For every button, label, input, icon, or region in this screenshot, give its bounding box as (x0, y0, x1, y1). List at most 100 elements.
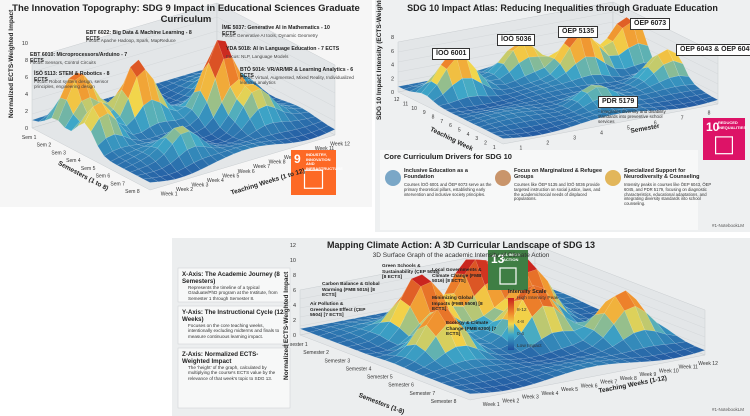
driver-text: Courses like ÖEP 5135 and İOÖ 5036 provi… (514, 182, 601, 202)
x-tick-label: 2 (484, 141, 487, 147)
annotation-focus: Focus: Apache Hadoop, Spark, MapReduce (86, 38, 176, 43)
annotation-course: BTÖ 5014: VR/AR/MR & Learning Analytics … (240, 67, 354, 79)
surface-cell (620, 357, 641, 363)
annotation-course: İSÖ 5113: STEM & Robotics - 8 ECTS (34, 71, 110, 83)
y-tick-label: Week 9 (639, 372, 656, 378)
peak-label: ÖEP 6043 & ÖEP 6045 (676, 44, 750, 57)
peak-label: Ecology & Climate Change (FMB 6300) [7 E… (446, 321, 497, 338)
annotation-course: YDA 5018: AI in Language Education - 7 E… (226, 46, 340, 52)
y-tick-label: Week 6 (238, 169, 255, 175)
z-tick-label: 2 (293, 318, 296, 324)
x-tick-label: Sem 2 (37, 143, 52, 149)
peak-label: Air Pollution & Greenhouse Effect (ÇEP 5… (310, 302, 366, 319)
y-tick-label: Week 8 (620, 376, 637, 382)
x-tick-label: Semester 3 (325, 358, 351, 364)
panel-subtitle: 3D Surface Graph of the academic Intensi… (372, 252, 550, 259)
sdg-label: CLIMATE ACTION (503, 252, 521, 262)
x-tick-label: Semester 8 (431, 399, 457, 405)
driver-icon (385, 170, 401, 186)
explainer-text: Represents the timeline of a typical Gra… (188, 285, 278, 301)
y-tick-label: Week 5 (222, 173, 239, 179)
y-tick-label: Week 2 (502, 398, 519, 404)
peak-label: İOÖ 6001 (432, 48, 471, 61)
driver-text: Courses İOÖ 6001 and ÖEP 6073 serve as t… (404, 182, 492, 197)
driver-icon (605, 170, 621, 186)
y-tick-label: Week 1 (161, 192, 178, 198)
y-tick-label: Week 3 (192, 183, 209, 189)
surface-cell (502, 382, 524, 390)
sdg-number: 13 (491, 252, 505, 266)
surface-cell (260, 140, 277, 146)
z-tick-label: 4 (391, 63, 394, 69)
y-tick-label: Week 11 (315, 146, 334, 152)
driver-title: Inclusive Education as a Foundation (404, 168, 468, 181)
surface-cell (524, 376, 546, 385)
x-tick-label: 1 (493, 145, 496, 151)
x-tick-label: 9 (423, 110, 426, 116)
x-tick-label: Semester 4 (346, 366, 372, 372)
legend-bar (508, 298, 514, 350)
surface-cell (210, 153, 227, 162)
peak-label: Carbon Balance & Global Warming (FMB 501… (322, 282, 380, 299)
x-tick-label: 8 (432, 115, 435, 121)
driver-title: Focus on Marginalized & Refugee Groups (514, 168, 603, 181)
z-tick-label: 6 (25, 75, 28, 81)
z-tick-label: 6 (293, 288, 296, 294)
peak-label: ÖEP 6073 (630, 18, 671, 31)
panel-title: SDG 10 Impact Atlas: Reducing Inequaliti… (407, 3, 718, 13)
z-tick-label: 10 (290, 258, 296, 264)
legend-label: 0-4 (517, 332, 524, 337)
x-tick-label: Sem 5 (81, 166, 96, 172)
z-tick-label: 0 (391, 90, 394, 96)
z-tick-label: 8 (391, 35, 394, 41)
x-tick-label: Sem 7 (110, 181, 125, 187)
x-tick-label: Sem 1 (22, 135, 37, 141)
y-tick-label: Week 7 (253, 164, 270, 170)
peak-label: Green Schools & Sustainability (ÇEP 5045… (382, 264, 440, 281)
explainer-title: Y-Axis: The Instructional Cycle (12 Week… (182, 309, 284, 324)
drivers-heading: Core Curriculum Drivers for SDG 10 (384, 152, 512, 161)
legend-label: Low Impact (517, 344, 542, 349)
surface-cell (496, 134, 514, 139)
x-tick-label: 4 (467, 132, 470, 138)
x-tick-label: Sem 3 (51, 150, 66, 156)
surface-cell (269, 139, 285, 145)
x-tick-label: 10 (411, 106, 417, 112)
annotation-focus: Focus: Virtual, Augmented, Mixed Reality… (240, 75, 354, 86)
legend-title: Intensity Scale (508, 289, 547, 295)
explainer-title: Z-Axis: Normalized ECTS-Weighted Impact (182, 351, 259, 366)
x-tick-label: 3 (475, 136, 478, 142)
y-tick-label: Week 7 (600, 380, 617, 386)
surface-cell (176, 167, 193, 177)
peak-label: Minimizing Global Impacts (FMB 5508) [8 … (432, 296, 483, 313)
sdg-number: 10 (706, 120, 720, 134)
driver-text: Intensity peaks in courses like ÖEP 6043… (624, 182, 712, 207)
surface-cell (566, 364, 589, 371)
x-tick-label: Sem 8 (125, 189, 140, 195)
sdg-number: 9 (294, 152, 301, 166)
footer: #1-NotebookLM (712, 407, 745, 412)
y-tick-label: Week 6 (581, 383, 598, 389)
z-tick-label: 8 (293, 273, 296, 279)
explainer-box (177, 267, 291, 303)
peak-label: PDR 5179 (598, 96, 639, 109)
y-tick-label: Week 12 (698, 361, 718, 367)
surface-cell (556, 367, 578, 374)
sdg-icon (499, 267, 517, 285)
driver-title: Specialized Support for Neurodiversity &… (624, 168, 700, 181)
z-tick-label: 0 (25, 126, 28, 132)
legend-label: High Intensity Peak (517, 296, 559, 301)
z-tick-label: 8 (25, 58, 28, 64)
z-tick-label: 10 (22, 41, 28, 47)
z-tick-label: 0 (293, 333, 296, 339)
x-tick-label: Semester 5 (367, 375, 393, 381)
surface-cell (277, 138, 294, 144)
z-tick-label: 2 (25, 109, 28, 115)
surface-cell (193, 158, 210, 170)
wall-grid (299, 262, 706, 329)
x-tick-label: Sem 4 (66, 158, 81, 164)
panel-title: Mapping Climate Action: A 3D Curricular … (326, 240, 596, 250)
z-tick-label: 2 (391, 76, 394, 82)
panel-title: The Innovation Topography: SDG 9 Impact … (12, 3, 360, 25)
